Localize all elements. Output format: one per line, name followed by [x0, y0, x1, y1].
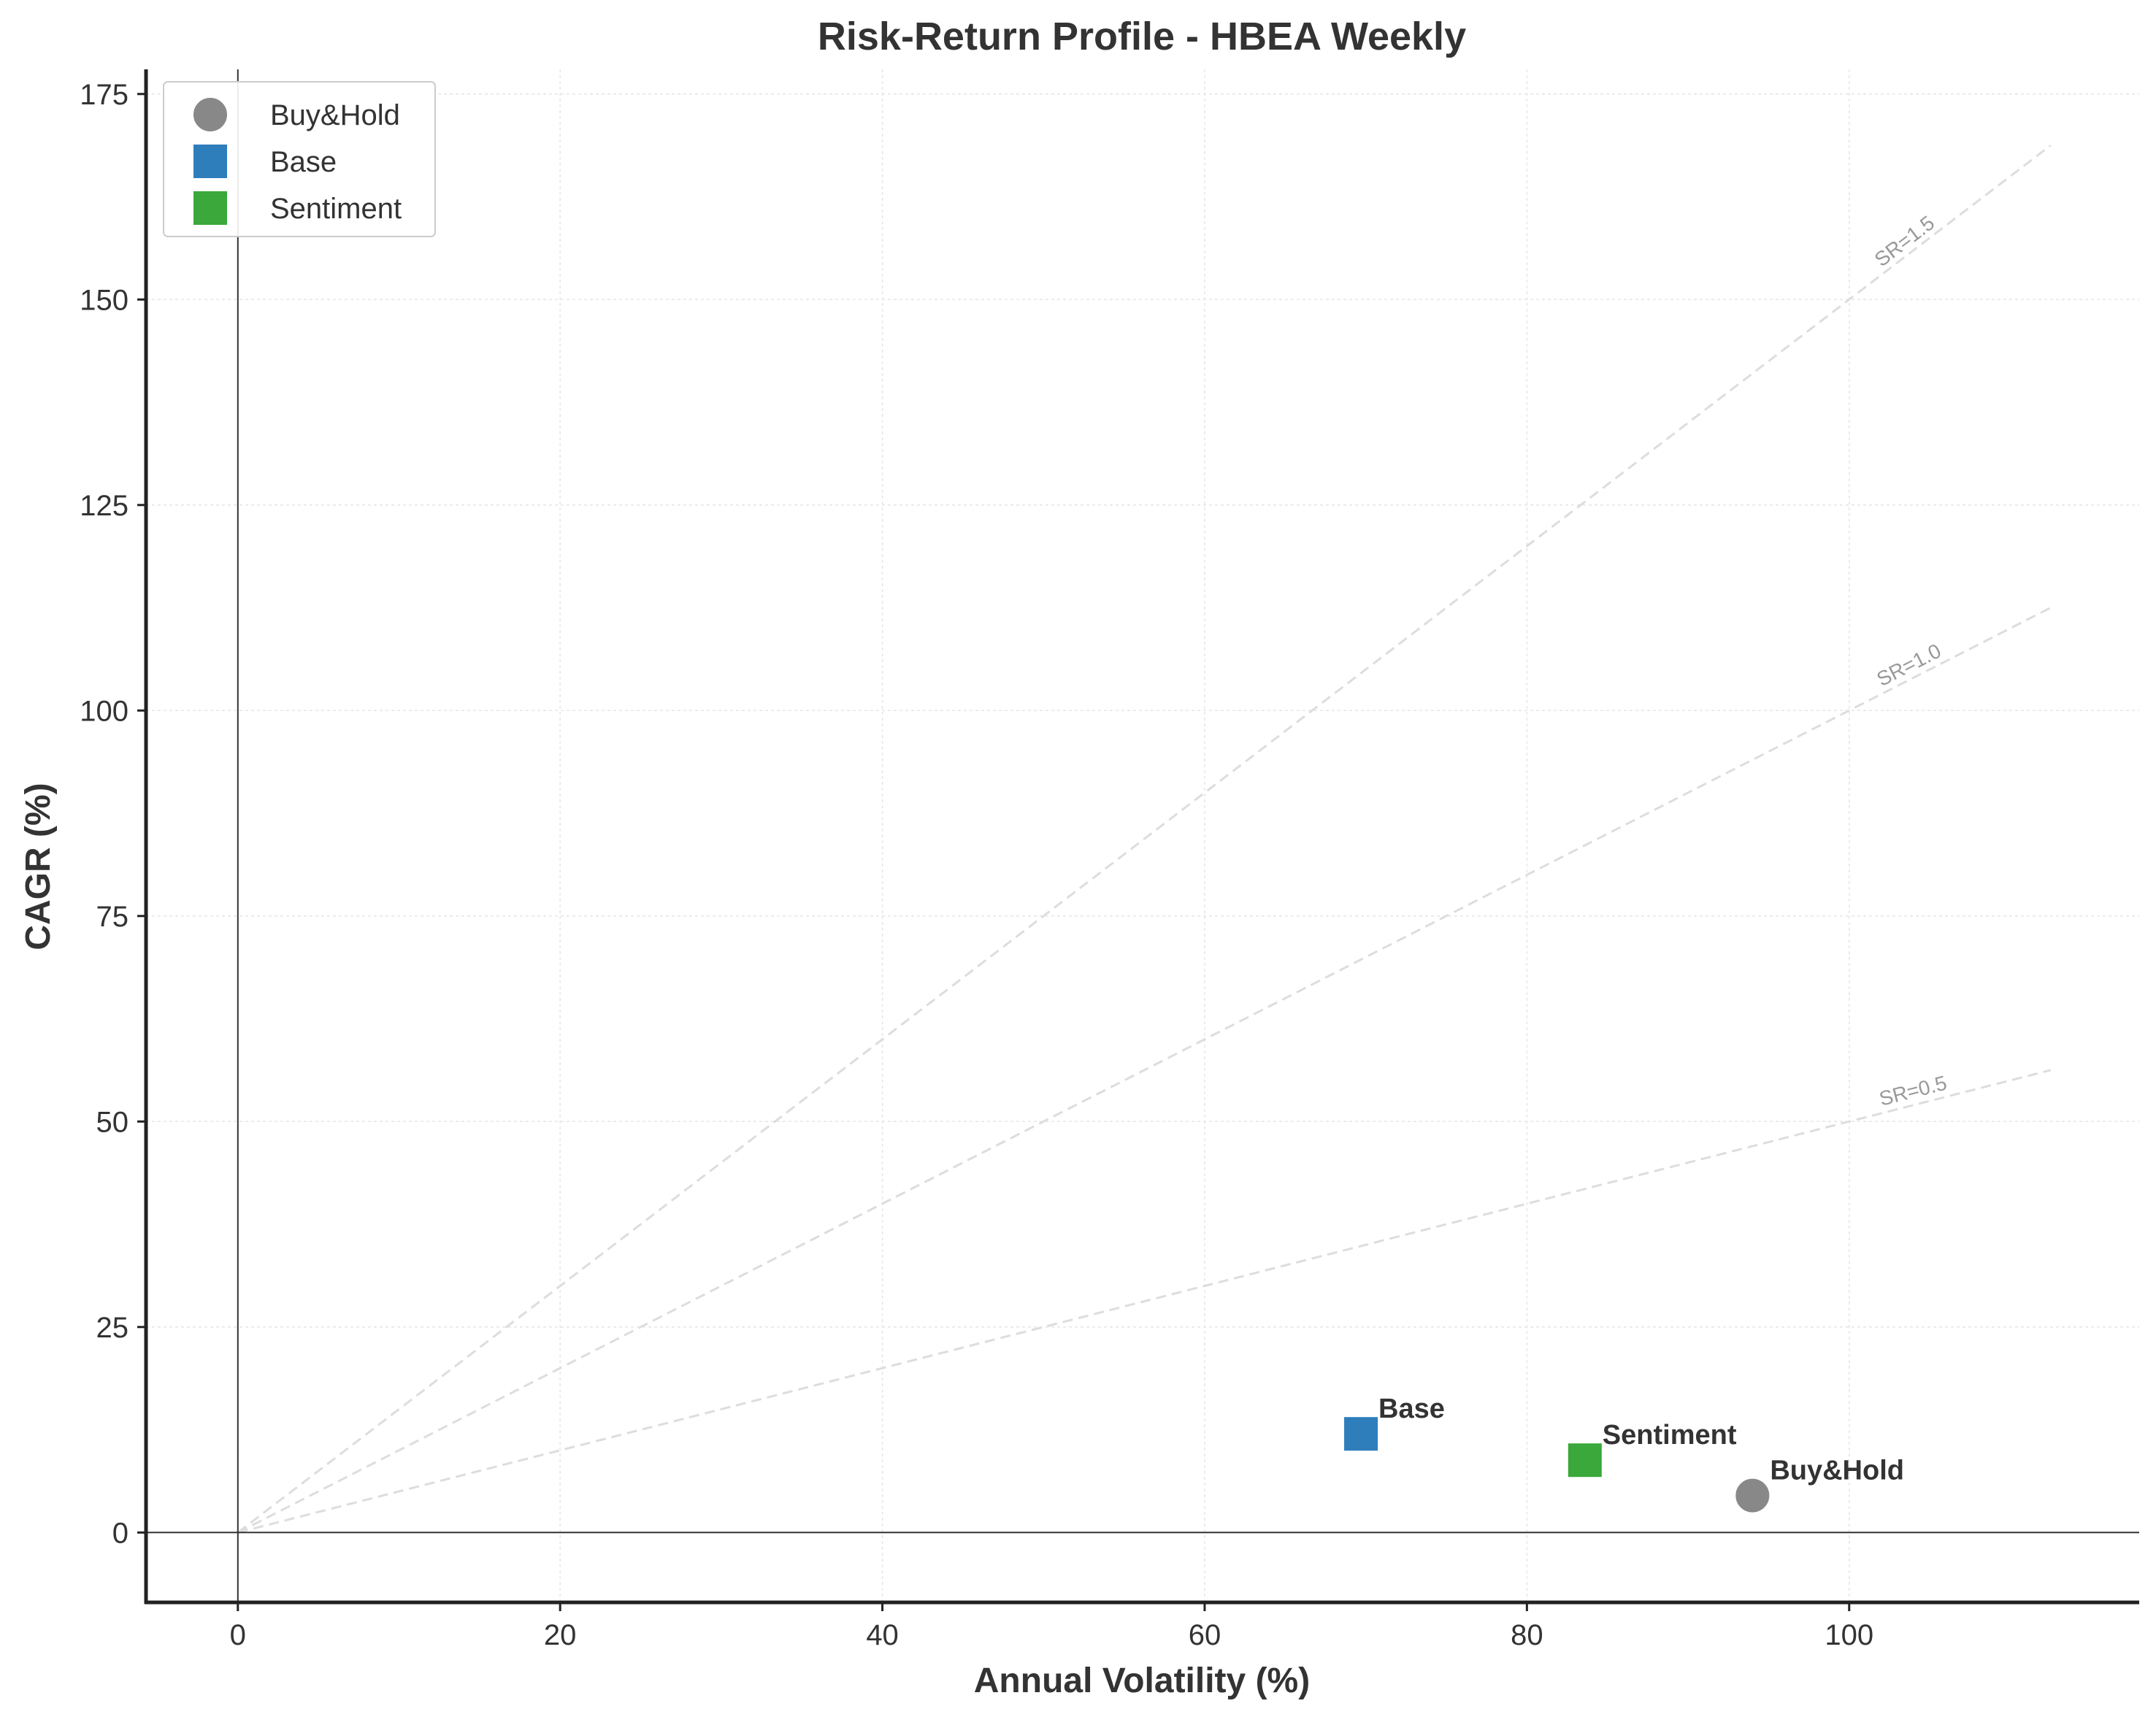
- legend-marker: [191, 188, 230, 228]
- sharpe-line-label: SR=1.0: [1873, 639, 1945, 691]
- legend-label: Buy&Hold: [270, 99, 400, 131]
- point-label: Buy&Hold: [1770, 1456, 1904, 1486]
- chart-title: Risk-Return Profile - HBEA Weekly: [818, 15, 1466, 58]
- point-label: Base: [1378, 1394, 1445, 1424]
- y-tick-label: 175: [80, 79, 128, 111]
- point-buy-hold: [1733, 1475, 1773, 1516]
- y-tick-label: 25: [96, 1312, 129, 1344]
- legend: Buy&Hold Base Sentiment: [163, 81, 436, 237]
- x-tick-label: 100: [1825, 1619, 1873, 1651]
- point-sentiment: [1565, 1440, 1605, 1480]
- y-tick-label: 75: [96, 901, 129, 933]
- sharpe-line: [237, 607, 2052, 1534]
- x-tick-label: 0: [230, 1619, 246, 1651]
- x-tick-label: 80: [1511, 1619, 1543, 1651]
- y-tick-label: 0: [112, 1517, 128, 1549]
- x-tick-label: 40: [866, 1619, 899, 1651]
- point-base: [1341, 1414, 1381, 1454]
- grid: [146, 69, 2139, 1602]
- x-tick-label: 20: [544, 1619, 577, 1651]
- y-tick-label: 100: [80, 695, 128, 727]
- x-axis-label: Annual Volatility (%): [974, 1662, 1310, 1700]
- data-points: Buy&Hold Base Sentiment: [1341, 1394, 1904, 1516]
- y-tick-label: 50: [96, 1106, 129, 1138]
- legend-label: Sentiment: [270, 193, 402, 225]
- axes: 0 20 40 60 80 100 0 25 50 75 100 125 150 175: [80, 69, 2139, 1651]
- legend-box: [163, 81, 436, 237]
- y-tick-label: 125: [80, 490, 128, 522]
- sharpe-line: [237, 1069, 2051, 1534]
- y-tick-label: 150: [80, 284, 128, 316]
- sharpe-line-label: SR=0.5: [1877, 1072, 1949, 1110]
- sharpe-ratio-lines: SR=0.5 SR=1.0 SR=1.5: [237, 144, 2052, 1534]
- y-axis-label: CAGR (%): [19, 783, 58, 950]
- point-label: Sentiment: [1603, 1420, 1737, 1451]
- x-tick-label: 60: [1189, 1619, 1221, 1651]
- legend-marker: [191, 142, 230, 181]
- legend-marker: [191, 95, 230, 134]
- sharpe-line: [237, 144, 2052, 1534]
- sharpe-line-label: SR=1.5: [1871, 211, 1939, 271]
- zero-lines: [146, 69, 2139, 1602]
- legend-label: Base: [270, 146, 337, 178]
